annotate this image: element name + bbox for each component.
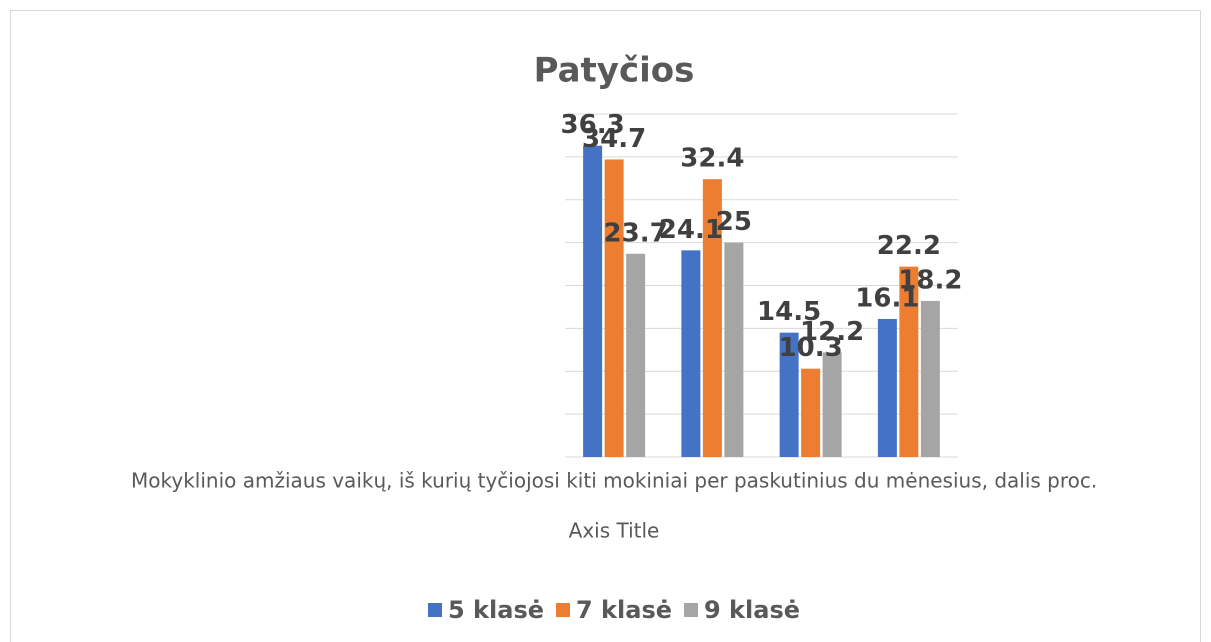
legend-swatch (684, 603, 698, 617)
bar (822, 352, 842, 457)
bar (724, 242, 744, 457)
legend-swatch (556, 603, 570, 617)
data-label: 32.4 (680, 144, 744, 174)
bar (626, 253, 646, 457)
data-label: 22.2 (877, 231, 941, 261)
data-label: 36.3 (561, 110, 625, 140)
bar (583, 145, 603, 458)
bar (899, 266, 919, 457)
bar (801, 368, 821, 457)
bar (702, 179, 722, 458)
bar (779, 332, 799, 457)
data-label: 25 (716, 207, 752, 237)
data-label: 23.7 (604, 218, 668, 248)
bar (604, 159, 624, 457)
data-label: 18.2 (898, 265, 962, 295)
data-label: 10.3 (779, 333, 843, 363)
x-tick-label: Mokyklinio amžiaus vaikų, iš kurių tyčio… (131, 469, 1097, 493)
bar (920, 300, 940, 457)
chart-title: Patyčios (534, 51, 695, 91)
legend-label: 7 klasė (576, 596, 672, 624)
bar (877, 318, 897, 457)
legend-label: 5 klasė (448, 596, 544, 624)
data-label: 12.2 (800, 317, 864, 347)
legend-label: 9 klasė (704, 596, 800, 624)
data-label: 34.7 (582, 124, 646, 154)
data-label: 14.5 (757, 297, 821, 327)
bar (681, 250, 701, 457)
data-label: 16.1 (855, 283, 919, 313)
x-axis-title: Axis Title (569, 519, 660, 543)
legend-swatch (428, 603, 442, 617)
data-label: 24.1 (659, 215, 723, 245)
